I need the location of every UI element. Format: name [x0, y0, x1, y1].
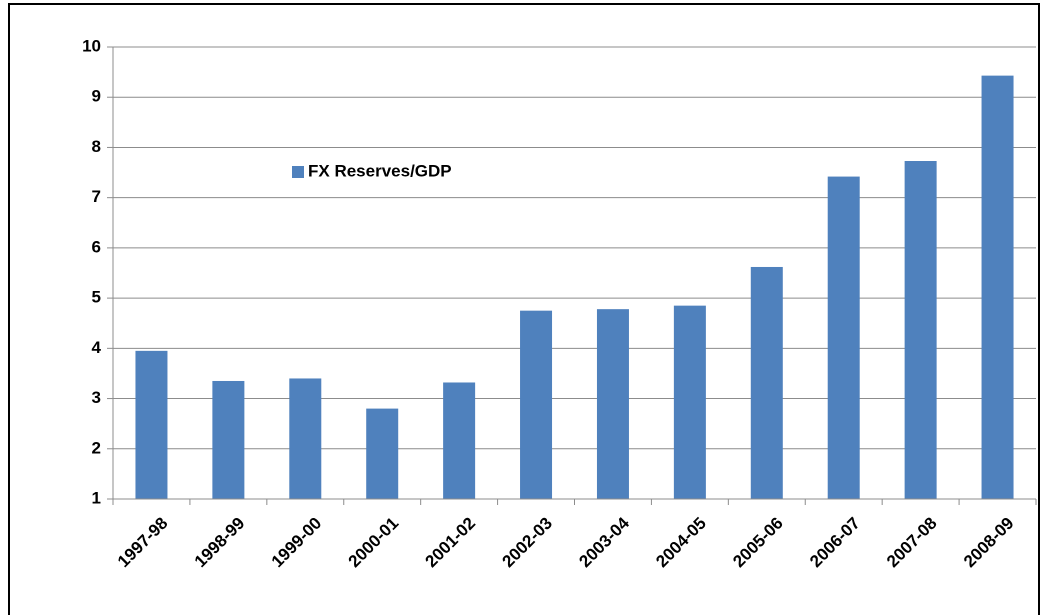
chart-frame [8, 3, 1040, 615]
bar [981, 75, 1014, 500]
bar [596, 309, 629, 499]
y-tick-label: 6 [92, 237, 101, 256]
y-tick-label: 2 [92, 438, 101, 457]
y-tick-label: 1 [92, 488, 101, 507]
bar [289, 378, 322, 499]
bar [366, 408, 399, 499]
bar [827, 176, 860, 499]
bar [212, 380, 245, 499]
bar [520, 310, 553, 499]
y-tick-label: 7 [92, 187, 101, 206]
y-tick-label: 8 [92, 137, 101, 156]
y-tick-label: 5 [92, 288, 101, 307]
y-tick-label: 10 [82, 36, 101, 55]
y-tick-label: 4 [92, 338, 102, 357]
bar [673, 305, 706, 499]
bar [904, 161, 937, 499]
y-tick-label: 3 [92, 388, 101, 407]
bar [443, 382, 476, 499]
bar [750, 266, 783, 499]
y-tick-label: 9 [92, 87, 101, 106]
bar [135, 350, 168, 499]
legend-swatch [292, 166, 304, 178]
legend-label: FX Reserves/GDP [308, 161, 452, 180]
